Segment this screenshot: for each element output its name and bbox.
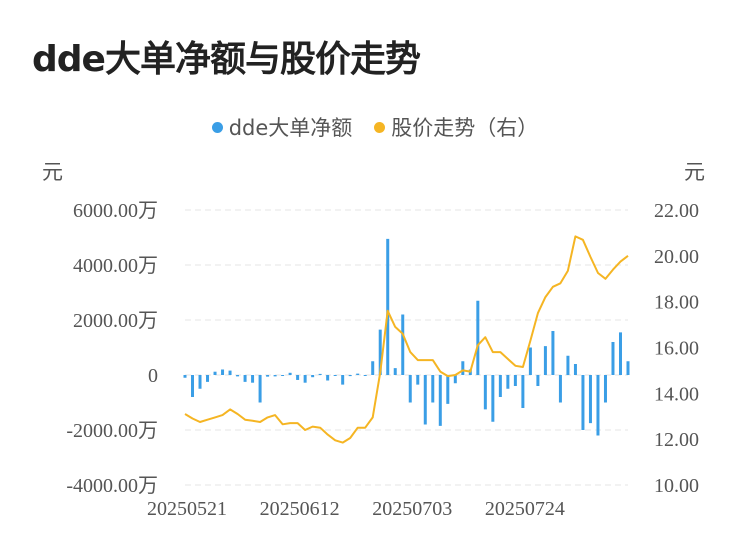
- x-tick-label: 20250521: [147, 498, 227, 520]
- bar: [288, 372, 292, 375]
- bar: [183, 375, 187, 378]
- y-left-tick-labels: 6000.00万 4000.00万 2000.00万 0 -2000.00万 -4000.…: [66, 200, 158, 497]
- bar: [296, 375, 300, 380]
- y-left-tick-label: 2000.00万: [73, 310, 158, 332]
- y-right-tick-label: 18.00: [654, 292, 699, 314]
- grid: [185, 209, 628, 486]
- bar: [258, 375, 262, 403]
- y-left-tick-label: 4000.00万: [73, 255, 158, 277]
- bar: [356, 373, 360, 375]
- bar: [191, 375, 195, 397]
- bar: [213, 371, 217, 375]
- y-left-tick-label: 0: [148, 365, 158, 387]
- y-right-tick-labels: 22.00 20.00 18.00 16.00 14.00 12.00 10.00: [654, 200, 699, 497]
- bar: [371, 361, 375, 375]
- bar: [536, 375, 540, 386]
- bar: [341, 375, 345, 385]
- bar: [206, 375, 210, 382]
- bar: [603, 375, 607, 403]
- bar: [401, 314, 405, 375]
- bar: [431, 375, 435, 403]
- bar: [483, 375, 487, 410]
- bar: [333, 375, 337, 376]
- y-right-tick-label: 20.00: [654, 246, 699, 268]
- page-title: dde大单净额与股价走势: [32, 39, 421, 80]
- x-tick-label: 20250703: [372, 498, 452, 520]
- price-line: [184, 235, 629, 444]
- bar: [281, 375, 285, 376]
- legend-dot-dde: [211, 121, 223, 133]
- bar: [408, 375, 412, 403]
- bar: [393, 368, 397, 375]
- x-tick-label: 20250612: [260, 498, 340, 520]
- bar: [251, 375, 255, 383]
- y-right-tick-label: 10.00: [654, 475, 699, 497]
- x-tick-label: 20250724: [485, 498, 565, 520]
- bar: [588, 375, 592, 424]
- y-left-tick-label: 6000.00万: [73, 200, 158, 222]
- line-series: [184, 235, 629, 444]
- bar: [528, 347, 532, 375]
- y-right-tick-label: 22.00: [654, 200, 699, 222]
- bar: [453, 375, 457, 384]
- bar: [228, 370, 232, 375]
- legend-item-price[interactable]: 股价走势（右）: [374, 112, 538, 142]
- bar: [543, 346, 547, 375]
- bar: [326, 375, 330, 381]
- y-right-tick-label: 14.00: [654, 383, 699, 405]
- bar: [221, 369, 225, 375]
- bar: [236, 375, 240, 377]
- legend-label-price: 股价走势（右）: [391, 116, 539, 140]
- x-tick-labels: 20250521 20250612 20250703 20250724: [147, 498, 565, 520]
- bar: [416, 375, 420, 385]
- bar: [626, 361, 630, 375]
- bar: [581, 375, 585, 430]
- bar: [273, 375, 277, 377]
- bar: [506, 375, 510, 389]
- bar: [611, 342, 615, 375]
- legend-label-dde: dde大单净额: [228, 116, 353, 140]
- bar: [386, 238, 390, 375]
- bar: [498, 375, 502, 397]
- bar: [363, 375, 367, 376]
- bar: [596, 375, 600, 436]
- bar-series: [183, 238, 630, 436]
- bar: [521, 375, 525, 408]
- bar: [378, 329, 382, 375]
- legend: dde大单净额 股价走势（右）: [0, 112, 750, 142]
- bar: [573, 364, 577, 375]
- y-right-unit: 元: [684, 160, 705, 184]
- y-left-tick-label: -2000.00万: [66, 420, 158, 442]
- bar: [558, 375, 562, 403]
- bar: [476, 300, 480, 375]
- bar: [438, 375, 442, 426]
- bar: [446, 375, 450, 404]
- bar: [348, 375, 352, 377]
- y-left-tick-label: -4000.00万: [66, 475, 158, 497]
- bar: [266, 375, 270, 377]
- legend-item-dde[interactable]: dde大单净额: [211, 112, 353, 142]
- bar: [618, 332, 622, 375]
- bar: [491, 375, 495, 422]
- bar: [243, 375, 247, 382]
- bar: [513, 375, 517, 386]
- legend-dot-price: [374, 121, 386, 133]
- y-left-unit: 元: [42, 160, 63, 184]
- bar: [566, 355, 570, 375]
- y-right-tick-label: 12.00: [654, 429, 699, 451]
- bar: [423, 375, 427, 425]
- bar: [318, 373, 322, 375]
- bar: [198, 375, 202, 389]
- bar: [311, 375, 315, 378]
- bar: [303, 375, 307, 383]
- bar: [551, 331, 555, 375]
- bar: [461, 361, 465, 375]
- y-right-tick-label: 16.00: [654, 338, 699, 360]
